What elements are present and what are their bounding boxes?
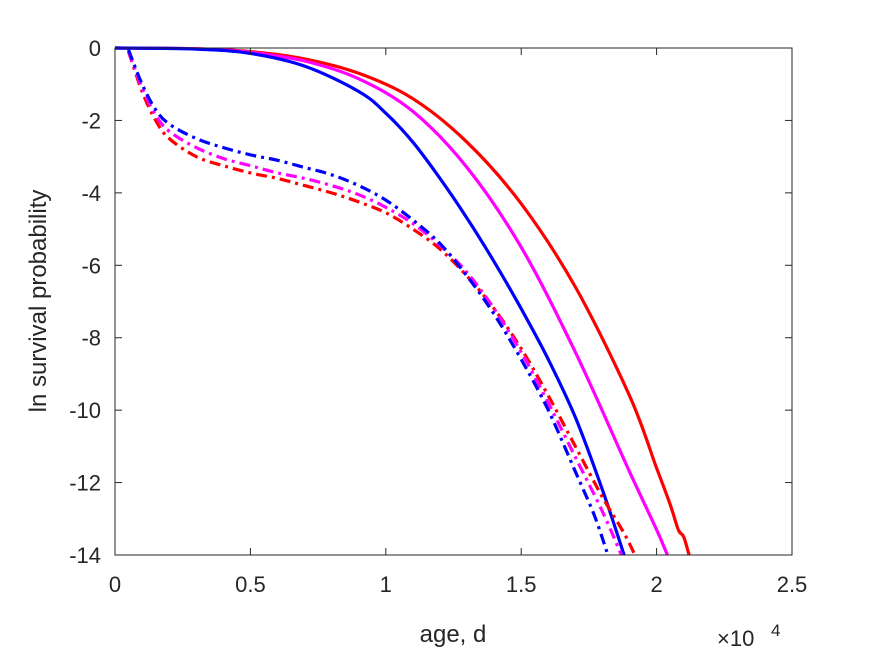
y-tick-label: 0 [89, 36, 101, 61]
y-axis-title: ln survival probability [25, 190, 52, 413]
y-axis: 0 -2 -4 -6 -8 -10 -12 -14 [69, 36, 792, 568]
plot-area [114, 46, 793, 556]
x-axis-title: age, d [420, 621, 487, 648]
x-tick-label: 1 [380, 572, 392, 597]
x-axis: 0 0.5 1 1.5 2 2.5 [109, 48, 807, 597]
svg-text:×10: ×10 [717, 626, 754, 651]
x-tick-label: 0 [109, 572, 121, 597]
series-line-5 [127, 51, 623, 556]
x-tick-label: 2.5 [777, 572, 808, 597]
series-line-3 [114, 46, 626, 556]
x-tick-label: 0.5 [235, 572, 266, 597]
y-tick-label: -2 [81, 108, 101, 133]
y-tick-label: -6 [81, 253, 101, 278]
y-tick-label: -8 [81, 326, 101, 351]
x-tick-label: 1.5 [506, 572, 537, 597]
x-axis-exponent: ×10 4 [717, 621, 780, 651]
series-layer [114, 46, 691, 556]
y-tick-label: -4 [81, 181, 101, 206]
svg-text:4: 4 [771, 621, 780, 640]
x-tick-label: 2 [650, 572, 662, 597]
axes-box [114, 47, 793, 556]
y-tick-label: -10 [69, 398, 101, 423]
y-tick-label: -14 [69, 543, 101, 568]
y-tick-label: -12 [69, 471, 101, 496]
series-line-4 [126, 51, 637, 556]
